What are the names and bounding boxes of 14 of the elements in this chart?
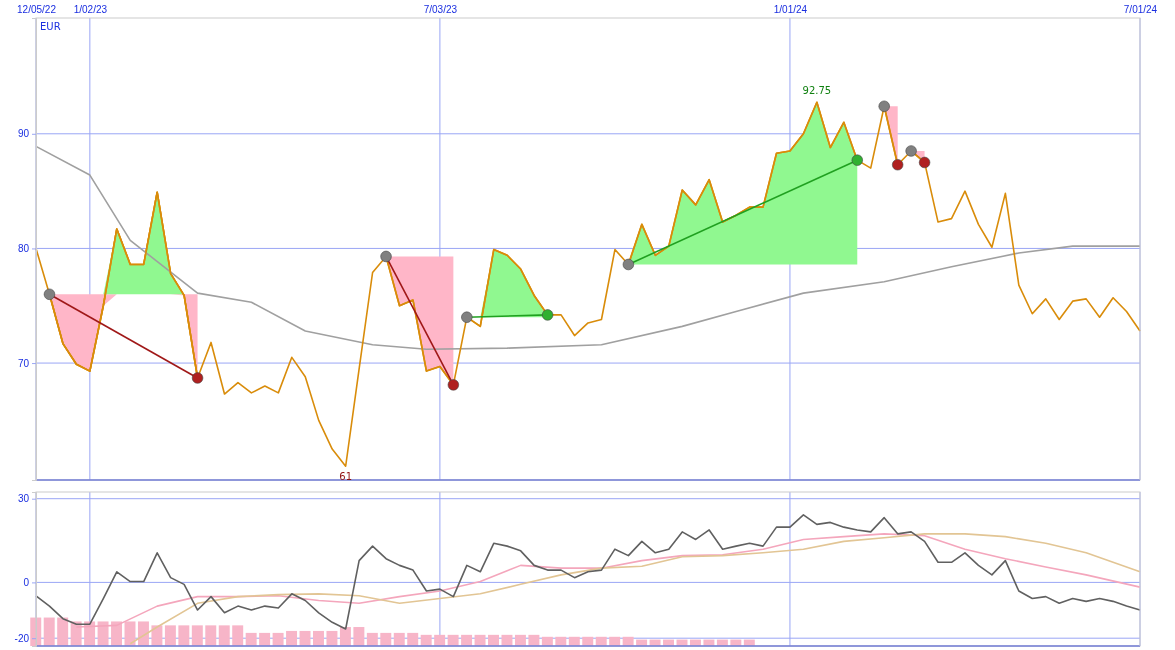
y-tick-label: 70	[17, 357, 30, 369]
y-tick-label: 90	[17, 128, 30, 140]
y-tick-label: 80	[17, 243, 30, 255]
annotation: 92.75	[802, 85, 832, 97]
y-tick-label: 30	[17, 493, 30, 505]
x-tick-label: 7/01/24	[1123, 4, 1158, 15]
x-tick-label: 12/05/22	[17, 4, 57, 15]
y-tick-label: -20	[14, 632, 30, 644]
annotation: 61	[339, 471, 353, 483]
x-tick-label: 1/01/24	[773, 4, 808, 15]
x-tick-label: 1/02/23	[73, 4, 108, 15]
y-axis-title: EUR	[40, 21, 61, 32]
y-tick-label: 0	[23, 577, 30, 589]
x-tick-label: 7/03/23	[423, 4, 458, 15]
